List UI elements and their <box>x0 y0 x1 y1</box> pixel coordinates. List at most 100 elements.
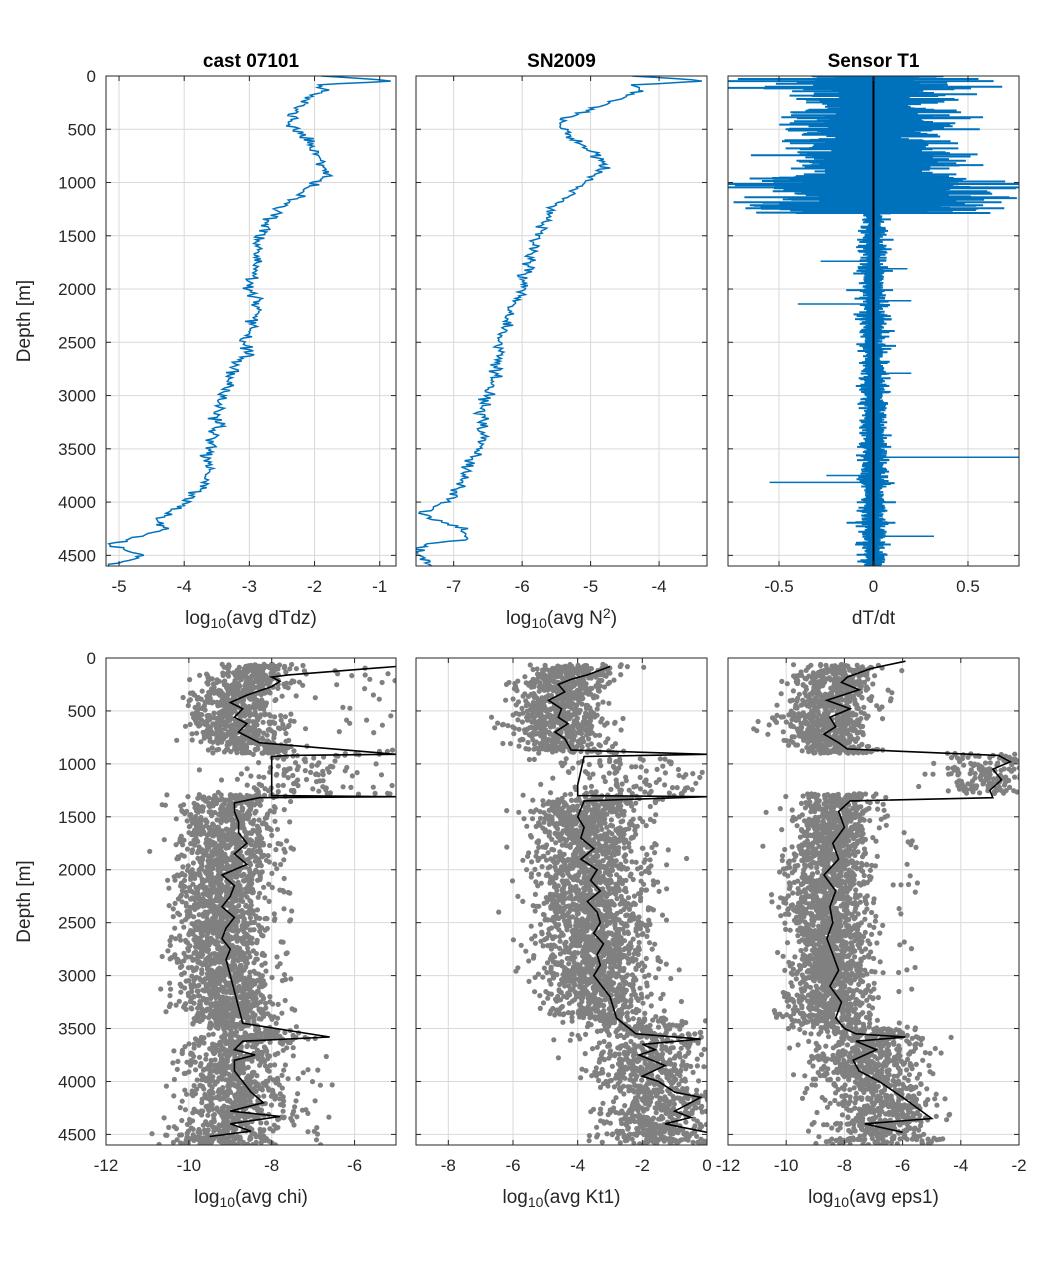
scatter-point <box>303 1107 309 1113</box>
scatter-point <box>158 986 164 992</box>
scatter-point <box>229 943 236 949</box>
scatter-point <box>170 914 176 920</box>
scatter-point <box>246 840 252 846</box>
scatter-point <box>278 713 284 719</box>
scatter-point <box>210 898 217 904</box>
scatter-point <box>347 720 353 726</box>
scatter-point <box>292 1104 298 1110</box>
scatter-point <box>207 804 213 810</box>
scatter-point <box>281 1067 287 1073</box>
x-tick-label: -2 <box>307 577 322 596</box>
scatter-point <box>213 986 219 992</box>
scatter-point <box>277 726 283 732</box>
scatter-point <box>178 871 184 878</box>
scatter-point <box>171 1124 177 1130</box>
scatter-point <box>241 980 247 986</box>
scatter-point <box>260 933 266 939</box>
scatter-point <box>314 1131 321 1137</box>
scatter-point <box>204 864 210 870</box>
scatter-point <box>238 860 244 866</box>
scatter-point <box>275 840 281 847</box>
scatter-point <box>243 903 249 909</box>
scatter-point <box>376 696 382 702</box>
scatter-point <box>269 1016 275 1022</box>
scatter-point <box>236 664 242 670</box>
scatter-point <box>203 852 210 858</box>
scatter-point <box>198 739 204 745</box>
scatter-point <box>292 760 299 766</box>
scatter-point <box>281 770 287 776</box>
scatter-point <box>340 704 346 711</box>
scatter-point <box>189 731 195 737</box>
scatter-point <box>290 846 296 852</box>
scatter-point <box>203 1052 209 1058</box>
scatter-point <box>228 1089 234 1095</box>
scatter-point <box>194 828 200 834</box>
scatter-point <box>278 717 284 723</box>
scatter-point <box>163 1083 169 1089</box>
scatter-point <box>190 928 196 934</box>
scatter-point <box>289 661 295 668</box>
scatter-point <box>258 1120 264 1126</box>
x-tick-label: -3 <box>242 577 257 596</box>
scatter-point <box>184 1134 190 1140</box>
scatter-point <box>226 802 232 809</box>
scatter-point <box>329 764 335 770</box>
scatter-point <box>215 729 221 735</box>
scatter-point <box>313 771 319 778</box>
scatter-point <box>280 782 286 789</box>
scatter-point <box>235 740 241 746</box>
scatter-point <box>245 856 251 863</box>
scatter-point <box>326 769 332 775</box>
scatter-point <box>246 712 252 718</box>
scatter-point <box>239 923 245 929</box>
scatter-point <box>210 721 216 727</box>
plot-area <box>147 661 396 1145</box>
scatter-point <box>362 672 368 678</box>
scatter-point <box>275 1124 281 1131</box>
scatter-point <box>324 790 330 797</box>
scatter-point <box>174 1137 180 1143</box>
scatter-point <box>257 842 263 848</box>
scatter-point <box>251 724 258 730</box>
scatter-point <box>196 944 202 950</box>
scatter-point <box>216 888 222 894</box>
scatter-point <box>273 697 279 703</box>
scatter-point <box>227 990 233 996</box>
scatter-point <box>256 971 262 977</box>
scatter-point <box>234 938 240 944</box>
scatter-point <box>222 1011 228 1017</box>
scatter-point <box>172 952 178 958</box>
scatter-point <box>212 1057 218 1063</box>
scatter-point <box>277 1096 283 1102</box>
scatter-point <box>344 717 350 723</box>
scatter-point <box>250 996 256 1002</box>
scatter-point <box>233 933 239 939</box>
scatter-point <box>173 936 179 942</box>
scatter-point <box>185 702 191 709</box>
scatter-point <box>316 788 322 794</box>
scatter-point <box>256 760 262 766</box>
scatter-point <box>227 829 233 835</box>
scatter-point <box>187 721 193 728</box>
scatter-point <box>267 999 273 1005</box>
scatter-point <box>181 924 187 930</box>
scatter-point <box>253 868 259 874</box>
scatter-point <box>288 917 294 923</box>
scatter-point <box>149 1131 155 1137</box>
scatter-point <box>370 784 376 790</box>
scatter-point <box>199 804 206 810</box>
scatter-point <box>284 1045 290 1051</box>
scatter-point <box>181 802 187 808</box>
scatter-point <box>384 748 390 754</box>
scatter-point <box>282 1062 288 1068</box>
scatter-point <box>191 1016 197 1022</box>
scatter-point <box>217 996 223 1003</box>
scatter-point <box>248 805 254 811</box>
scatter-point <box>239 992 245 999</box>
scatter-point <box>312 695 318 701</box>
scatter-point <box>289 908 295 914</box>
scatter-point <box>203 870 209 876</box>
scatter-point <box>347 705 353 711</box>
scatter-point <box>260 978 266 984</box>
